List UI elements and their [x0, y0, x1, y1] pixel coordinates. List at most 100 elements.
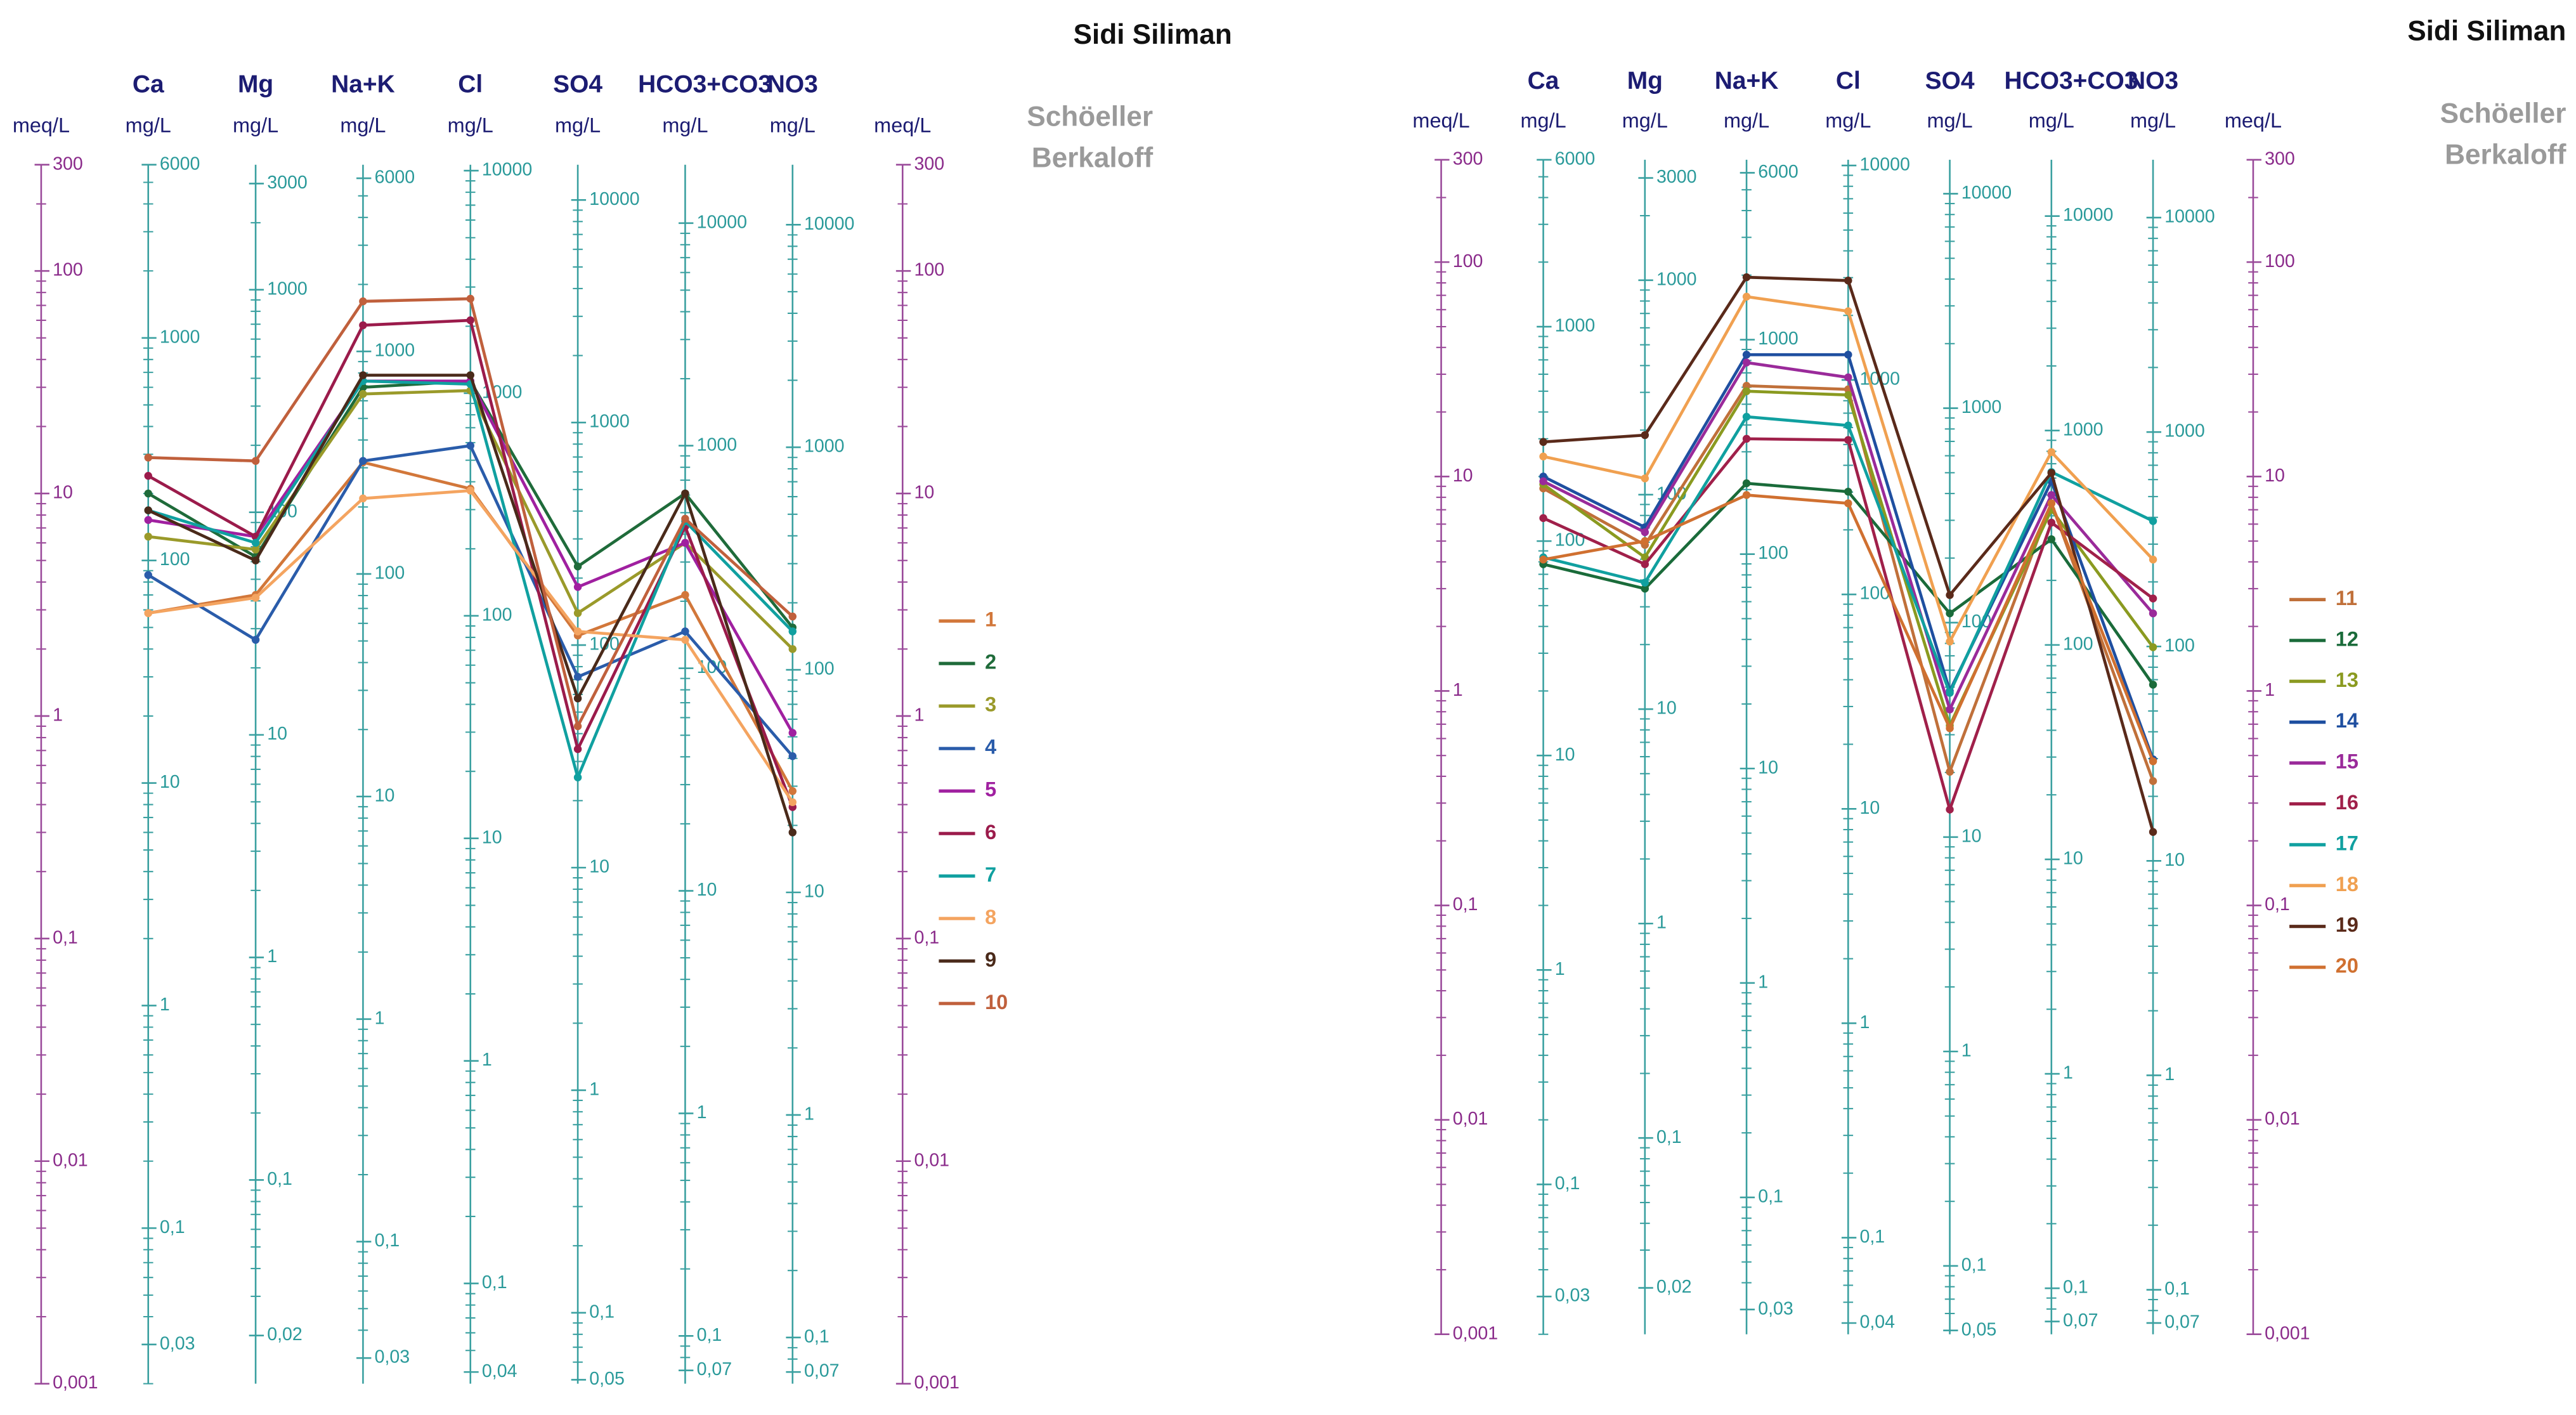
data-point: [251, 538, 260, 547]
tick-label: 1000: [375, 341, 415, 361]
data-point: [466, 316, 474, 325]
unit-label: mg/L: [2130, 109, 2176, 132]
data-point: [573, 694, 582, 703]
data-point: [573, 609, 582, 617]
tick-label: 10: [375, 785, 395, 805]
tick-label: 0,1: [1859, 1227, 1885, 1247]
tick-label: 10000: [697, 212, 747, 232]
tick-label: 0,07: [697, 1359, 732, 1379]
data-point: [2047, 448, 2056, 457]
tick-label: 0,1: [589, 1301, 615, 1322]
data-point: [466, 294, 474, 303]
data-point: [573, 627, 582, 636]
tick-label: 10: [2265, 466, 2285, 486]
data-point: [251, 545, 260, 554]
tick-label: 0,03: [1758, 1298, 1793, 1319]
unit-label: mg/L: [770, 114, 816, 137]
tick-label: 0,01: [53, 1150, 88, 1170]
category-label: Na+K: [1715, 67, 1779, 95]
legend-label: 4: [985, 736, 996, 759]
data-point: [144, 609, 152, 617]
data-point: [1844, 391, 1852, 400]
tick-label: 1000: [2164, 421, 2205, 441]
tick-label: 10: [1758, 757, 1778, 778]
tick-label: 10: [267, 724, 287, 744]
data-point: [1641, 528, 1649, 537]
tick-label: 1: [1656, 913, 1667, 933]
tick-label: 1000: [804, 436, 845, 457]
data-point: [681, 627, 689, 636]
data-point: [144, 532, 152, 541]
data-point: [144, 506, 152, 514]
tick-label: 1: [375, 1008, 385, 1028]
data-point: [144, 472, 152, 480]
data-point: [788, 612, 797, 621]
tick-label: 1: [1453, 680, 1463, 700]
legend-label: 9: [985, 948, 996, 971]
data-point: [2047, 499, 2056, 507]
data-point: [466, 441, 474, 450]
data-point: [1742, 358, 1751, 367]
data-point: [1539, 452, 1547, 460]
tick-label: 0,03: [375, 1347, 410, 1367]
tick-label: 1000: [267, 278, 308, 299]
data-point: [2149, 757, 2157, 766]
data-point: [251, 636, 260, 644]
y-axis-label: meq/L: [1412, 109, 1469, 132]
tick-label: 0,01: [2265, 1109, 2300, 1129]
data-point: [681, 636, 689, 644]
legend-label: 15: [2336, 750, 2358, 773]
data-point: [681, 514, 689, 523]
tick-label: 300: [53, 153, 83, 174]
tick-label: 10: [2063, 849, 2083, 869]
tick-label: 0,1: [2164, 1279, 2190, 1299]
category-label: SO4: [1925, 67, 1975, 95]
tick-label: 1000: [1555, 316, 1596, 336]
data-point: [1742, 491, 1751, 499]
tick-label: 10000: [1859, 155, 1909, 175]
data-point: [1946, 689, 1954, 697]
data-point: [573, 562, 582, 571]
tick-label: 300: [914, 153, 944, 174]
data-point: [1844, 373, 1852, 382]
tick-label: 0,1: [697, 1325, 722, 1345]
legend-label: 17: [2336, 831, 2358, 854]
tick-label: 1: [804, 1104, 814, 1124]
tick-label: 1: [1859, 1012, 1870, 1033]
data-point: [466, 486, 474, 495]
tick-label: 0,03: [1555, 1286, 1590, 1306]
data-point: [1844, 351, 1852, 359]
data-point: [1844, 436, 1852, 445]
data-point: [1946, 705, 1954, 714]
data-point: [573, 672, 582, 681]
tick-label: 0,1: [267, 1169, 292, 1189]
data-point: [1742, 273, 1751, 282]
tick-label: 0,001: [53, 1373, 98, 1393]
data-point: [2149, 556, 2157, 564]
tick-label: 0,001: [2265, 1323, 2310, 1343]
legend-label: 8: [985, 906, 996, 929]
data-point: [144, 516, 152, 525]
data-point: [251, 556, 260, 564]
unit-label: mg/L: [1520, 109, 1566, 132]
data-point: [1844, 421, 1852, 430]
legend-label: 2: [985, 651, 996, 674]
tick-label: 0,07: [804, 1361, 840, 1381]
data-point: [2149, 828, 2157, 836]
tick-label: 3000: [267, 173, 308, 193]
tick-label: 3000: [1656, 167, 1697, 187]
tick-label: 0,1: [914, 927, 939, 948]
tick-label: 1: [1758, 972, 1768, 992]
tick-label: 10: [1859, 798, 1880, 818]
data-point: [144, 453, 152, 462]
tick-label: 10: [1555, 745, 1575, 765]
data-point: [2149, 777, 2157, 785]
category-label: NO3: [767, 70, 818, 98]
legend-label: 12: [2336, 627, 2358, 650]
data-point: [359, 457, 367, 466]
tick-label: 100: [2164, 636, 2195, 656]
tick-label: 1: [1555, 959, 1565, 979]
data-point: [251, 457, 260, 466]
tick-label: 0,1: [1453, 894, 1478, 915]
